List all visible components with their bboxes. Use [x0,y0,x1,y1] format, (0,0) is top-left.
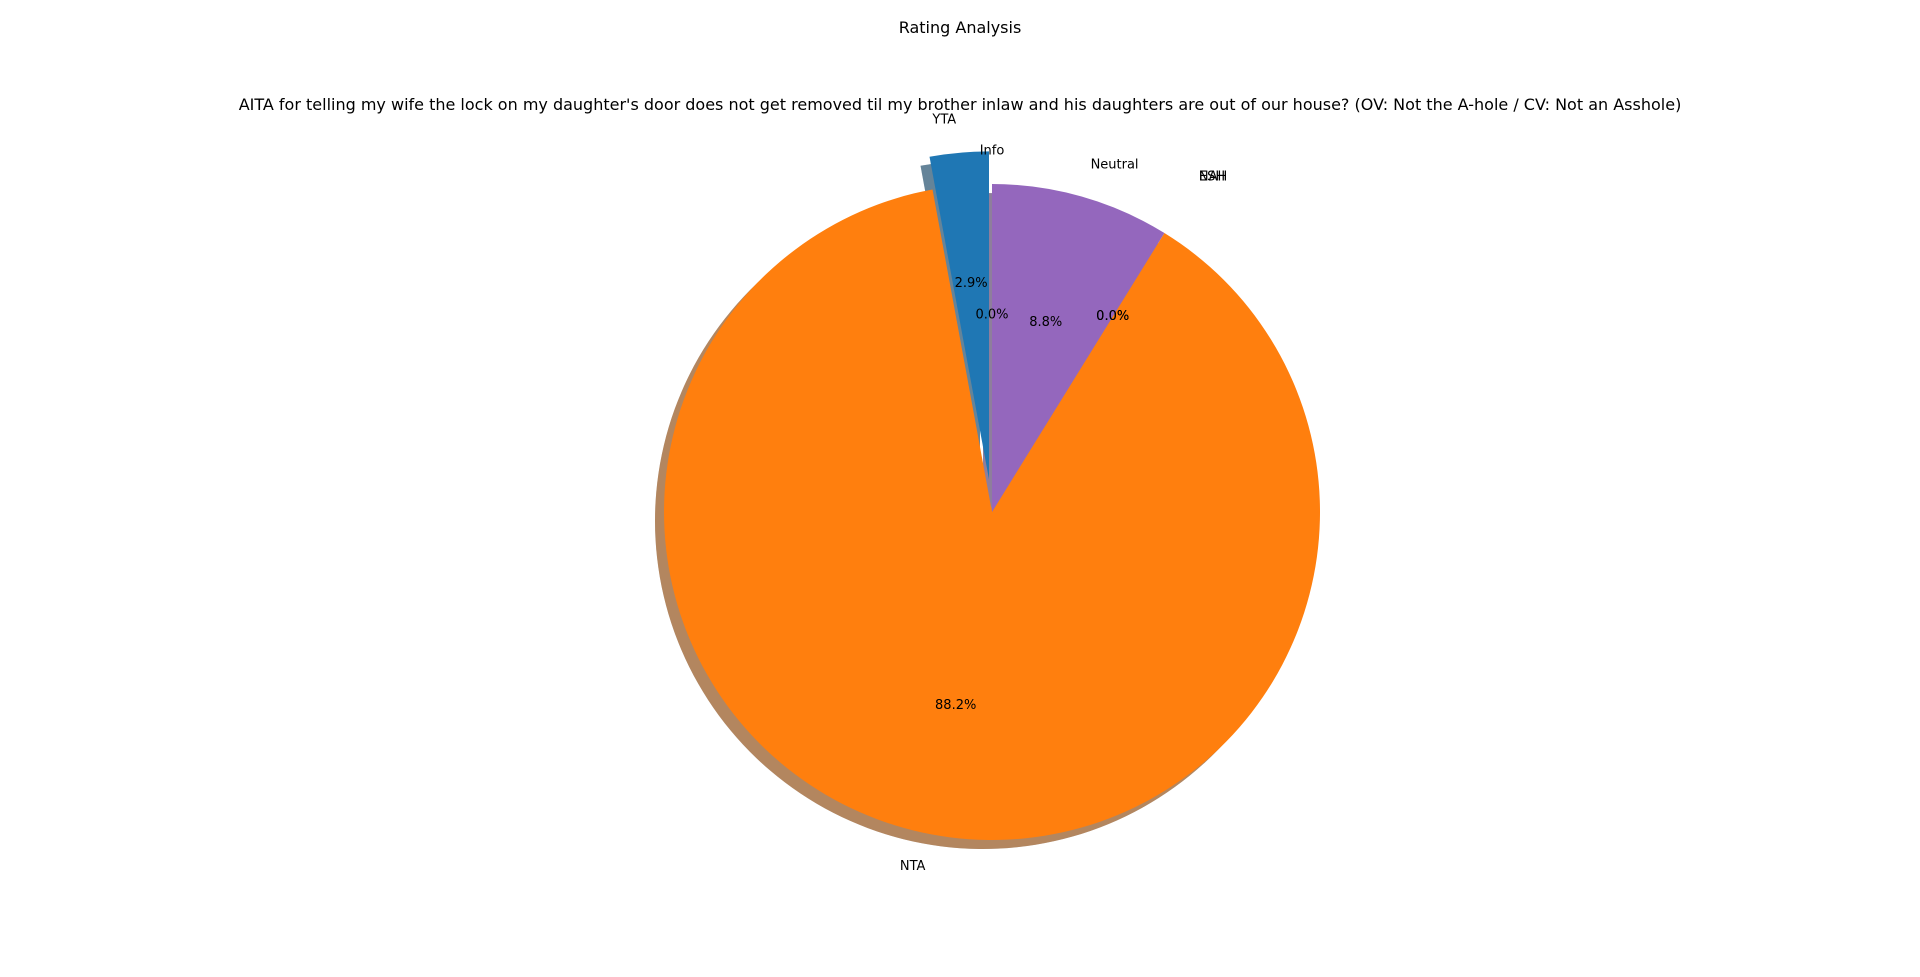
wedge-neutral [992,184,1165,512]
slice-label-neutral: Neutral [1091,157,1139,172]
slice-percent-nta: 88.2% [935,698,976,713]
wedge-yta [929,151,990,480]
slice-label-esh: ESH [1199,170,1225,185]
slice-percent-neutral: 8.8% [1029,315,1062,330]
figure-suptitle: Rating Analysis [899,18,1022,37]
chart-title: AITA for telling my wife the lock on my … [239,95,1682,114]
slice-percent-yta: 2.9% [955,276,988,291]
pie-wedge-layer [664,151,1320,840]
slice-label-nah: NAH [1199,170,1227,185]
slice-label-nta: NTA [900,859,926,874]
wedge-nta [664,189,1320,840]
pie-label-layer: YTA 2.9% NTA 88.2% ESH 0.0% NAH 0.0% Neutral 8.8%… [900,113,1227,875]
slice-percent-esh: 0.0% [1096,309,1129,324]
slice-percent-nah: 0.0% [1096,309,1129,324]
slice-percent-info: 0.0% [975,308,1008,323]
slice-label-info: Info [980,144,1005,159]
slice-label-yta: YTA [931,113,956,128]
